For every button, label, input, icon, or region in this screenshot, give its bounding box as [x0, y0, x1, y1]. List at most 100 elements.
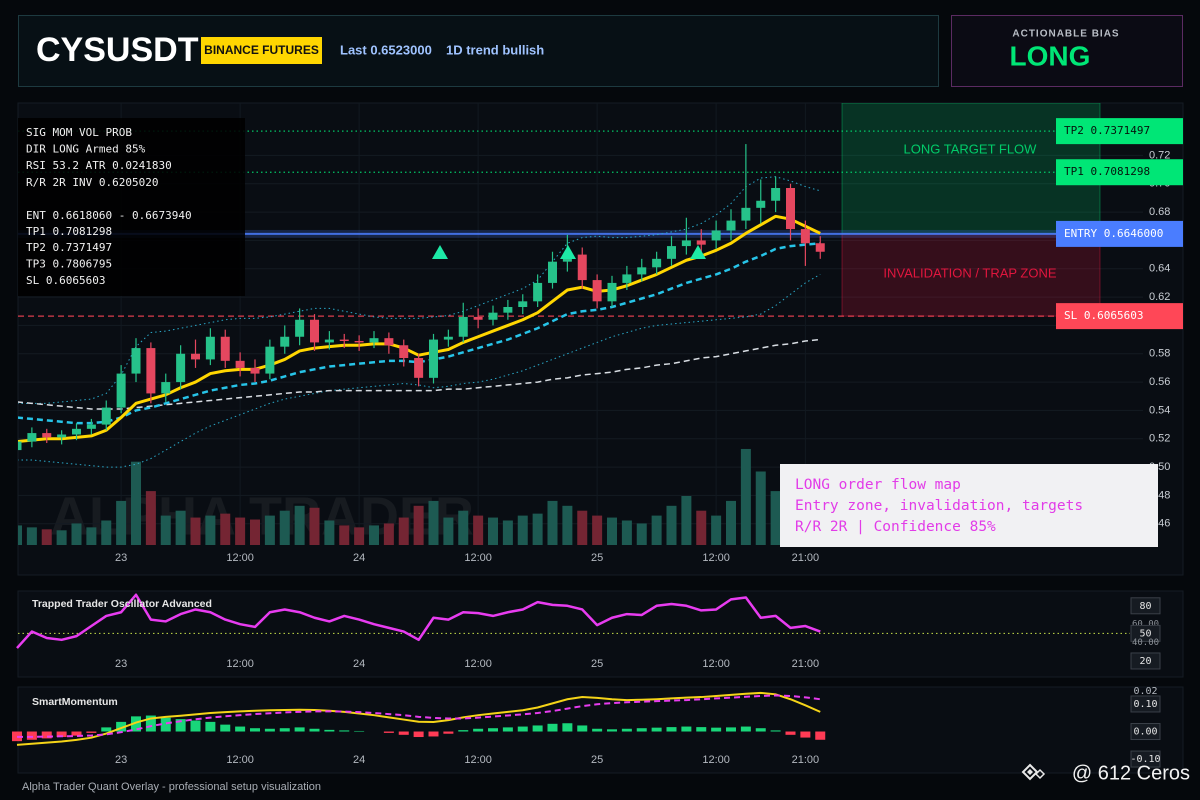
- x-tick-label: 23: [115, 658, 127, 670]
- histogram-bar: [56, 731, 67, 738]
- volume-bar: [250, 519, 260, 545]
- candle-body: [815, 243, 825, 252]
- histogram-bar: [785, 731, 796, 735]
- histogram-bar: [443, 731, 454, 734]
- volume-bar: [607, 517, 617, 545]
- candle-body: [280, 336, 290, 347]
- y-tick-label: 0.56: [1149, 376, 1170, 388]
- histogram-bar: [488, 728, 498, 732]
- info-level: TP1 0.7081298: [26, 225, 112, 238]
- level-label-box: [1056, 159, 1183, 186]
- candle-body: [324, 339, 334, 343]
- candle-body: [696, 240, 706, 245]
- volume-bar: [101, 520, 112, 545]
- volume-bar: [339, 525, 350, 545]
- histogram-bar: [517, 726, 528, 732]
- histogram-bar: [458, 730, 469, 732]
- histogram-bar: [740, 726, 751, 732]
- candle-body: [458, 316, 468, 337]
- histogram-bar: [800, 731, 811, 738]
- candle-body: [429, 339, 438, 378]
- zone: [841, 233, 1101, 317]
- indicator-line: [18, 273, 821, 468]
- note-line: LONG order flow map: [795, 477, 961, 493]
- candle-body: [205, 336, 215, 360]
- info-line: RSI 53.2 ATR 0.0241830: [26, 159, 172, 172]
- info-line: DIR LONG Armed 85%: [26, 143, 146, 156]
- x-tick-label: 12:00: [702, 754, 730, 766]
- histogram-bar: [815, 731, 826, 740]
- candle-body: [176, 353, 186, 383]
- histogram-bar: [264, 728, 275, 732]
- oscillator-title: Trapped Trader Oscillator Advanced: [32, 598, 212, 610]
- candle-body: [354, 341, 364, 343]
- candle-body: [235, 360, 245, 368]
- exchange-badge: [201, 37, 322, 64]
- candle-body: [18, 441, 22, 451]
- x-tick-label: 24: [353, 754, 365, 766]
- candle-body: [622, 274, 632, 283]
- histogram-bar: [473, 728, 484, 732]
- symbol: CYSUSDT: [36, 31, 199, 69]
- candle-body: [101, 407, 111, 425]
- candle-body: [57, 434, 67, 438]
- histogram-bar: [398, 731, 409, 735]
- volume-bar: [145, 491, 156, 545]
- level-label: ENTRY 0.6646000: [1064, 227, 1163, 240]
- candle-body: [607, 282, 617, 302]
- y-tick-label: 0.10: [1133, 699, 1157, 710]
- volume-bar: [770, 491, 781, 545]
- histogram-bar: [726, 727, 736, 732]
- histogram-bar: [383, 731, 394, 733]
- histogram-bar: [651, 727, 662, 732]
- histogram-bar: [220, 724, 231, 732]
- volume-bar: [443, 517, 454, 545]
- x-tick-label: 25: [591, 552, 603, 564]
- candle-body: [369, 338, 379, 343]
- x-tick-label: 12:00: [464, 658, 492, 670]
- tick-box: [1130, 652, 1161, 670]
- bias-label: ACTIONABLE BIAS: [1012, 29, 1119, 40]
- histogram-bar: [279, 728, 290, 732]
- footer: Alpha Trader Quant Overlay - professiona…: [22, 781, 321, 793]
- y-tick-label: 0.58: [1149, 348, 1170, 360]
- histogram-bar: [175, 719, 186, 732]
- volume-bar: [279, 510, 290, 545]
- y-tick-label: 0.64: [1149, 263, 1170, 275]
- icon-part: [1027, 769, 1033, 775]
- note-line: R/R 2R | Confidence 85%: [795, 519, 996, 535]
- level-label: SL 0.6065603: [1064, 309, 1143, 322]
- signals: [432, 245, 706, 259]
- histogram-bar: [339, 730, 350, 732]
- header-box: [18, 15, 939, 87]
- histogram-bar: [666, 727, 677, 732]
- x-tick-label: 23: [115, 552, 127, 564]
- note-text: LONG order flow map Entry zone, invalida…: [795, 477, 1083, 535]
- candle-body: [161, 382, 171, 394]
- volume-bar: [294, 505, 305, 545]
- x-tick-label: 12:00: [226, 552, 254, 564]
- volume-bar: [681, 496, 692, 545]
- level-label: TP2 0.7371497: [1064, 124, 1150, 137]
- candle-body: [503, 307, 513, 313]
- histogram-bar: [294, 727, 305, 732]
- level-label: TP1 0.7081298: [1064, 165, 1150, 178]
- y-tick-label: 0.68: [1149, 206, 1170, 218]
- histogram-bar: [190, 720, 201, 732]
- y-tick-label: 0.54: [1149, 404, 1170, 416]
- y-tick-label: 20: [1139, 656, 1151, 667]
- x-tick-label: 23: [115, 754, 127, 766]
- icon-part: [1034, 768, 1046, 780]
- candle-body: [146, 348, 156, 394]
- histogram-bar: [607, 729, 617, 732]
- last-price: Last 0.6523000: [340, 42, 432, 57]
- candle-body: [756, 200, 766, 208]
- histogram-bar: [145, 715, 156, 732]
- candle-body: [295, 319, 305, 337]
- y-tick-label: -0.10: [1130, 754, 1160, 765]
- histogram-bar: [428, 731, 439, 737]
- y-tick-label: 60.00: [1132, 620, 1159, 630]
- volume-bar: [175, 510, 186, 545]
- candle-body: [443, 336, 453, 340]
